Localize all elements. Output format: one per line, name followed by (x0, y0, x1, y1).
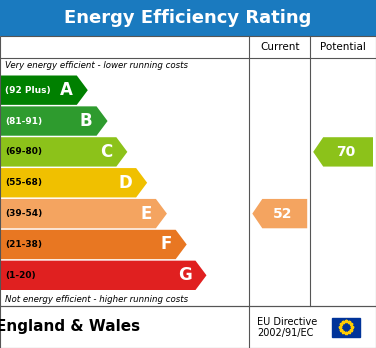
Text: (92 Plus): (92 Plus) (5, 86, 51, 95)
Text: C: C (100, 143, 112, 161)
Text: F: F (160, 236, 172, 253)
Polygon shape (0, 199, 167, 228)
Polygon shape (0, 106, 108, 136)
Text: (1-20): (1-20) (5, 271, 36, 280)
Text: 2002/91/EC: 2002/91/EC (257, 328, 314, 338)
Polygon shape (313, 137, 373, 167)
Text: Potential: Potential (320, 42, 366, 52)
Bar (0, 306, 376, 348)
Polygon shape (0, 76, 88, 105)
Text: England & Wales: England & Wales (0, 319, 140, 334)
Text: (39-54): (39-54) (5, 209, 42, 218)
Text: (55-68): (55-68) (5, 178, 42, 187)
Polygon shape (0, 230, 187, 259)
Text: Current: Current (260, 42, 300, 52)
Text: Energy Efficiency Rating: Energy Efficiency Rating (64, 9, 312, 27)
Bar (0, 306, 376, 348)
Text: B: B (80, 112, 92, 130)
Text: G: G (178, 266, 191, 284)
Text: Very energy efficient - lower running costs: Very energy efficient - lower running co… (5, 61, 188, 70)
Bar (332, 317, 360, 337)
Polygon shape (0, 261, 206, 290)
Text: EU Directive: EU Directive (257, 317, 318, 327)
Polygon shape (0, 168, 147, 197)
Polygon shape (252, 199, 307, 228)
Text: (21-38): (21-38) (5, 240, 42, 249)
Bar (0, 0, 376, 36)
Text: E: E (141, 205, 152, 223)
Text: (69-80): (69-80) (5, 148, 42, 156)
Polygon shape (0, 137, 127, 167)
Bar (0, 36, 376, 306)
Text: 52: 52 (273, 207, 293, 221)
Text: 70: 70 (337, 145, 356, 159)
Text: A: A (60, 81, 73, 99)
Text: Not energy efficient - higher running costs: Not energy efficient - higher running co… (5, 294, 188, 303)
Text: D: D (118, 174, 132, 192)
Text: (81-91): (81-91) (5, 117, 42, 126)
